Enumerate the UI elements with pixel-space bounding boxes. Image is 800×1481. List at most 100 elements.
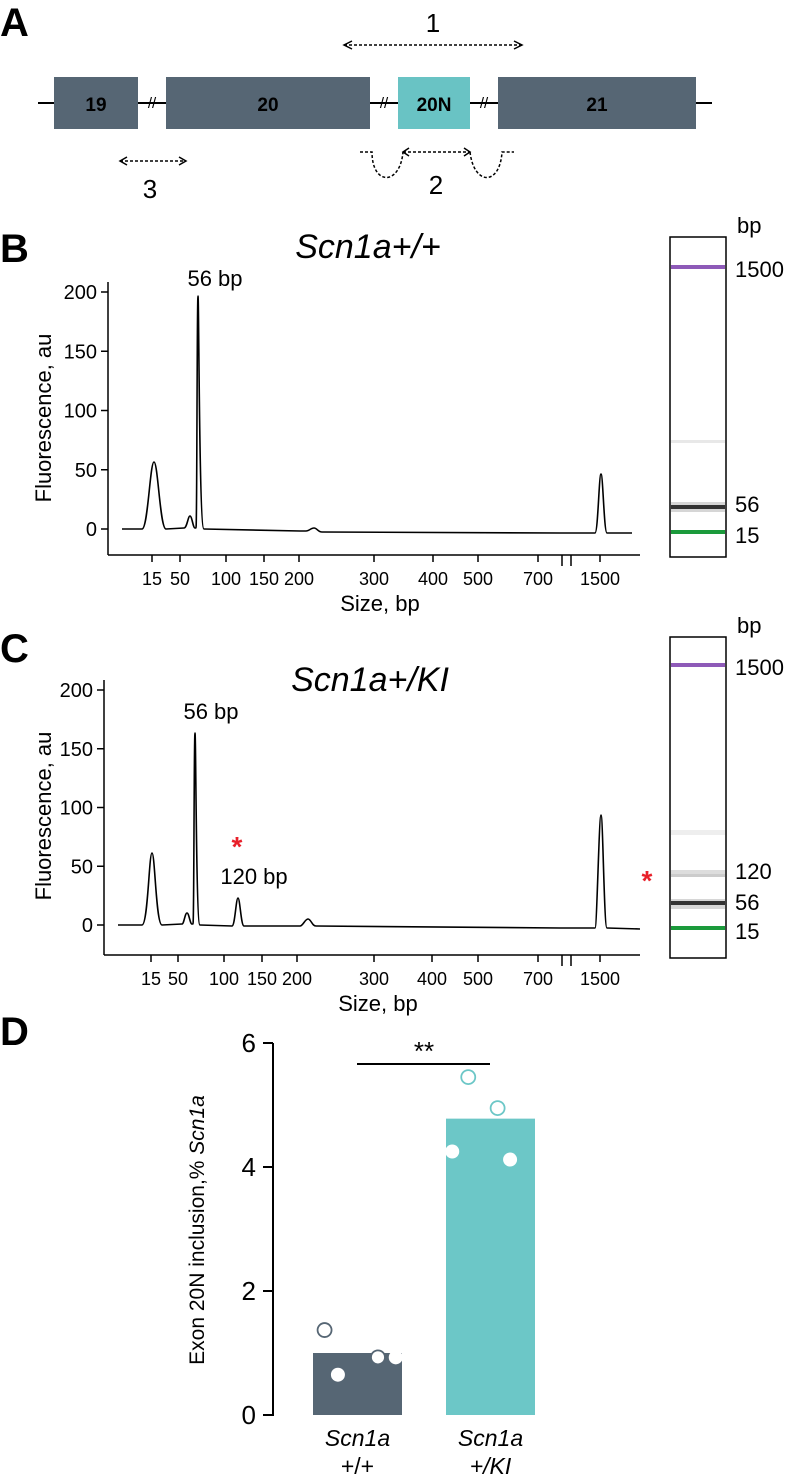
x-axis-c: 15 50 100 150 200 300 400 500 700 1500 xyxy=(104,954,640,989)
primer-pair-2 xyxy=(360,147,514,179)
x-tick-label-b-400: 400 xyxy=(418,569,448,589)
y-tick-label-c-0: 0 xyxy=(82,915,93,937)
gel-band-label-56-b: 56 xyxy=(735,492,759,517)
x-tick-label-c-700: 700 xyxy=(523,969,553,989)
primer-pair-1 xyxy=(342,40,524,50)
y-tick-label-c-50: 50 xyxy=(71,856,93,878)
exon-21 xyxy=(498,77,696,129)
x-category-label-0-line2: +/+ xyxy=(341,1453,374,1479)
x-tick-label-c-50: 50 xyxy=(168,969,188,989)
data-point-1-0 xyxy=(445,1144,460,1159)
gel-band-label-1500-c: 1500 xyxy=(735,655,784,680)
y-tick-label-d-6: 6 xyxy=(242,1028,256,1058)
x-tick-label-b-700: 700 xyxy=(523,569,553,589)
peak-label-120bp-c: 120 bp xyxy=(220,864,287,889)
x-tick-label-b-1500: 1500 xyxy=(580,569,620,589)
exon-20-label: 20 xyxy=(257,95,278,116)
primer-1-label: 1 xyxy=(426,8,440,38)
y-tick-label-d-0: 0 xyxy=(242,1400,256,1430)
x-tick-label-b-50: 50 xyxy=(170,569,190,589)
x-tick-label-c-1500: 1500 xyxy=(580,969,620,989)
gel-band-label-56-c: 56 xyxy=(735,890,759,915)
x-tick-label-c-150: 150 xyxy=(247,969,277,989)
gel-unit-label-c: bp xyxy=(737,613,761,638)
y-axis-b: 0 50 100 150 200 xyxy=(64,282,109,555)
x-labels-d: Scn1a+/+Scn1a+/KI xyxy=(325,1425,523,1479)
panel-label-a: A xyxy=(0,1,29,45)
exon-20n-label: 20N xyxy=(417,95,452,116)
panel-label-b: B xyxy=(0,227,29,271)
data-point-0-0 xyxy=(388,1350,403,1365)
x-axis-label-c: Size, bp xyxy=(338,991,418,1016)
primer-3-label: 3 xyxy=(143,174,157,204)
chart-title-c: Scn1a+/KI xyxy=(291,661,449,699)
significance-label: ** xyxy=(414,1036,434,1066)
x-tick-label-c-300: 300 xyxy=(359,969,389,989)
data-point-0-2 xyxy=(370,1349,386,1366)
exon-20n xyxy=(398,77,470,129)
y-axis-d: 0 2 4 6 xyxy=(242,1028,274,1430)
intron-break-3: // xyxy=(480,95,489,112)
x-tick-label-c-500: 500 xyxy=(463,969,493,989)
y-tick-label-d-2: 2 xyxy=(242,1276,256,1306)
data-point-1-3 xyxy=(503,1152,518,1167)
y-axis-label-d: Exon 20N inclusion,% Scn1a xyxy=(186,1095,209,1365)
exon-19 xyxy=(54,77,138,129)
primer-2-label: 2 xyxy=(429,170,443,200)
y-tick-label-b-100: 100 xyxy=(64,401,97,423)
y-tick-label-b-50: 50 xyxy=(75,460,97,482)
x-tick-label-b-500: 500 xyxy=(463,569,493,589)
x-category-label-1-line1: Scn1a xyxy=(458,1425,523,1451)
data-point-0-3 xyxy=(330,1367,345,1382)
x-tick-label-c-200: 200 xyxy=(282,969,312,989)
gel-band-label-1500-b: 1500 xyxy=(735,257,784,282)
panel-a-gene-diagram: A 19 20 20N 21 // // // 1 2 xyxy=(0,1,712,204)
x-axis-label-b: Size, bp xyxy=(340,591,420,616)
y-tick-label-c-200: 200 xyxy=(60,680,93,702)
y-axis-c: 0 50 100 150 200 xyxy=(60,680,105,955)
y-tick-label-c-100: 100 xyxy=(60,798,93,820)
y-tick-label-c-150: 150 xyxy=(60,739,93,761)
intron-break-2: // xyxy=(380,95,389,112)
y-tick-label-b-0: 0 xyxy=(86,519,97,541)
panel-label-c: C xyxy=(0,627,29,671)
y-axis-label-b: Fluorescence, au xyxy=(31,334,56,503)
x-category-label-1-line2: +/KI xyxy=(470,1453,512,1479)
bar-+/+ xyxy=(313,1353,402,1415)
exon-20 xyxy=(166,77,370,129)
gel-band-label-15-c: 15 xyxy=(735,919,759,944)
gel-band-1500-c xyxy=(671,663,725,667)
gel-band-15-c xyxy=(671,926,725,930)
trace-line-c xyxy=(118,732,641,930)
intron-break-1: // xyxy=(148,95,157,112)
data-point-1-1 xyxy=(460,1069,477,1085)
panel-label-d: D xyxy=(0,1010,29,1054)
trace-line-b xyxy=(122,295,632,534)
x-tick-label-b-200: 200 xyxy=(284,569,314,589)
bars-d xyxy=(313,1118,535,1415)
exon-19-label: 19 xyxy=(85,95,106,116)
gel-lane-c xyxy=(669,636,727,959)
gel-band-56-c xyxy=(671,901,725,905)
x-tick-label-b-300: 300 xyxy=(359,569,389,589)
peak-label-56bp-c: 56 bp xyxy=(183,699,238,724)
gel-band-label-15-b: 15 xyxy=(735,523,759,548)
asterisk-gel-120bp: * xyxy=(642,865,653,896)
y-tick-label-b-150: 150 xyxy=(64,341,97,363)
bar-+/KI xyxy=(446,1118,535,1415)
x-tick-label-c-15: 15 xyxy=(141,969,161,989)
gel-band-120-c xyxy=(671,874,725,877)
gel-unit-label-b: bp xyxy=(737,213,761,238)
gel-band-label-120-c: 120 xyxy=(735,859,772,884)
asterisk-120bp-peak: * xyxy=(232,831,243,862)
data-point-1-2 xyxy=(489,1100,506,1116)
gel-band-56-b xyxy=(671,505,725,509)
gel-band-1500-b xyxy=(671,265,725,269)
y-tick-label-b-200: 200 xyxy=(64,282,97,304)
x-tick-label-b-100: 100 xyxy=(211,569,241,589)
x-tick-label-b-15: 15 xyxy=(142,569,162,589)
